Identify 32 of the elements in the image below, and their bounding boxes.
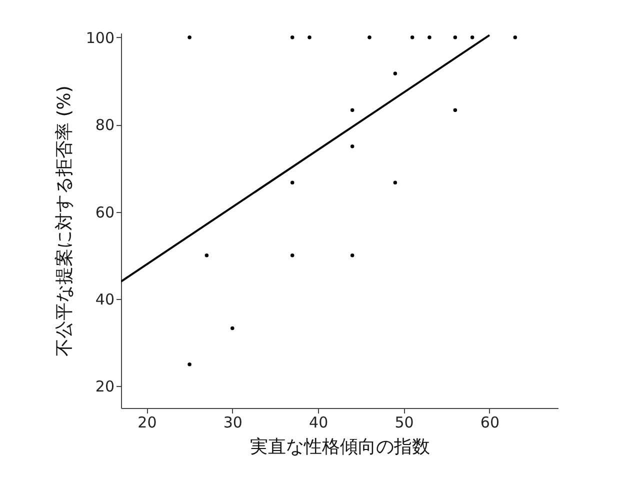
- point: [188, 362, 192, 366]
- x-tick-label: 30: [223, 414, 242, 432]
- point: [470, 35, 474, 40]
- x-tick-label: 40: [309, 414, 328, 432]
- y-axis-title: 不公平な提案に対する拒否率 (%): [54, 86, 75, 356]
- point: [453, 35, 458, 40]
- x-axis-title: 実直な性格傾向の指数: [250, 436, 430, 458]
- point: [513, 35, 518, 40]
- point: [230, 326, 234, 330]
- y-tick-label: 100: [86, 28, 114, 47]
- y-tick-label: 60: [95, 203, 114, 222]
- point: [290, 35, 294, 40]
- y-tick-label: 40: [95, 290, 114, 308]
- point: [350, 144, 354, 148]
- point: [350, 108, 354, 112]
- point: [368, 35, 372, 40]
- point: [204, 254, 209, 258]
- point: [453, 108, 458, 112]
- point: [393, 180, 398, 184]
- point: [350, 254, 354, 258]
- x-tick-label: 50: [394, 414, 414, 432]
- point: [393, 72, 398, 76]
- point: [290, 180, 294, 184]
- point: [410, 35, 414, 40]
- y-tick-label: 20: [95, 378, 114, 396]
- x-tick-label: 20: [138, 414, 157, 432]
- x-tick-label: 60: [480, 414, 500, 432]
- point: [308, 35, 312, 40]
- point: [290, 254, 294, 258]
- point: [188, 35, 192, 40]
- y-tick-label: 80: [95, 116, 114, 134]
- point: [428, 35, 432, 40]
